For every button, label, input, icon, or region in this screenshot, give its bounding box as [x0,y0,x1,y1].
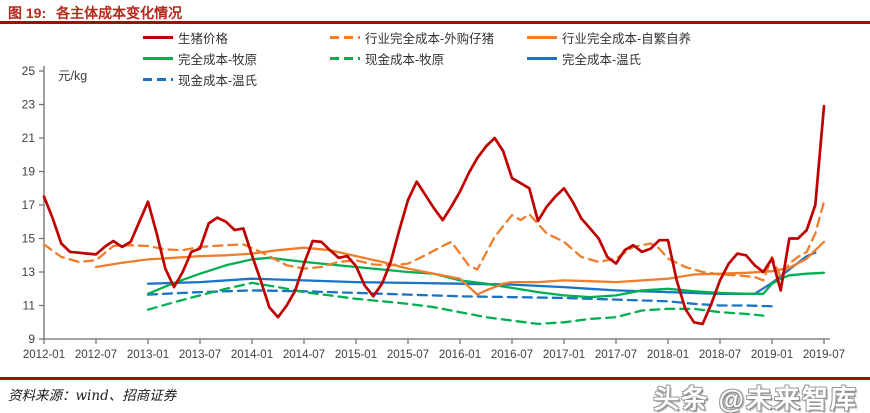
chart-legend: 生猪价格 行业完全成本-外购仔猪 行业完全成本-自繁自养完全成本-牧原 现金成本-牧原… [143,28,691,89]
y-tick-label: 17 [22,198,36,212]
y-tick-label: 25 [22,64,36,78]
x-tick-label: 2012-07 [75,349,117,361]
legend-item-industry-cost-purchased-piglets[interactable]: 行业完全成本-外购仔猪 [330,28,527,47]
y-tick-label: 21 [22,131,36,145]
watermark: 头条 @未来智库 [653,384,858,413]
legend-label: 现金成本-温氏 [178,74,258,88]
title-divider [0,21,870,24]
y-tick-label: 19 [22,165,36,179]
series-line-cash-cost-muyuan [146,281,765,326]
x-tick-label: 2019-07 [803,349,845,361]
legend-item-full-cost-muyuan[interactable]: 完全成本-牧原 [143,49,330,68]
legend-item-full-cost-wens[interactable]: 完全成本-温氏 [527,49,691,68]
x-tick-label: 2012-01 [23,349,65,361]
figure-label: 图 19: [8,5,47,21]
x-tick-label: 2018-07 [699,349,741,361]
y-tick-label: 15 [22,232,36,246]
legend-swatch-full-cost-wens-solid-line-icon [527,57,557,60]
y-tick-label: 13 [22,265,36,279]
x-tick-label: 2016-07 [491,349,533,361]
x-tick-label: 2015-07 [387,349,429,361]
legend-swatch-industry-cost-self-breeding-solid-line-icon [527,36,557,39]
x-tick-label: 2019-01 [751,349,793,361]
series-line-pig-price [42,104,826,326]
x-tick-label: 2013-01 [127,349,169,361]
x-tick-label: 2013-07 [179,349,221,361]
legend-swatch-cash-cost-muyuan-dashed-line-icon [330,57,360,60]
legend-swatch-industry-cost-purchased-piglets-dashed-line-icon [330,36,360,39]
series-line-full-cost-wens [146,251,817,295]
page-title: 各主体成本变化情况 [56,5,183,21]
legend-swatch-cash-cost-wens-dashed-line-icon [143,78,173,81]
series-line-industry-cost-purchased-piglets [42,200,826,282]
legend-label: 行业完全成本-外购仔猪 [365,32,495,46]
line-chart: 9 11 13 15 17 19 21 23 25 2012-01 2012-07 2013-01 20… [22,64,845,361]
chart-area: 9 11 13 15 17 19 21 23 25 2012-01 2012-07 2013-01 20… [0,60,870,380]
y-tick-label: 23 [22,98,36,112]
x-tick-label: 2015-01 [335,349,377,361]
legend-swatch-full-cost-muyuan-solid-line-icon [143,57,173,60]
y-axis-unit-label: 元/kg [58,69,87,83]
legend-swatch-pig-price-solid-line-icon [143,36,173,39]
x-tick-label: 2014-01 [231,349,273,361]
legend-label: 行业完全成本-自繁自养 [562,32,692,46]
legend-label: 完全成本-温氏 [562,53,642,67]
figure-title-row: 图 19: 各主体成本变化情况 [8,3,182,23]
series-line-full-cost-muyuan [146,256,826,299]
legend-item-pig-price[interactable]: 生猪价格 [143,28,330,47]
source-note: 资料来源：wind、招商证券 [8,388,177,404]
series-line-industry-cost-self-breeding [94,240,826,296]
legend-item-cash-cost-wens[interactable]: 现金成本-温氏 [143,70,330,89]
x-tick-label: 2017-01 [543,349,585,361]
legend-label: 完全成本-牧原 [178,53,258,67]
legend-item-industry-cost-self-breeding[interactable]: 行业完全成本-自繁自养 [527,28,691,47]
legend-label: 生猪价格 [178,32,229,46]
legend-item-cash-cost-muyuan[interactable]: 现金成本-牧原 [330,49,527,68]
y-tick-label: 9 [28,332,35,346]
x-tick-label: 2016-01 [439,349,481,361]
y-tick-label: 11 [23,299,36,313]
legend-label: 现金成本-牧原 [365,53,445,67]
footer-divider [0,377,870,380]
x-tick-label: 2014-07 [283,349,325,361]
x-tick-label: 2018-01 [647,349,689,361]
x-tick-label: 2017-07 [595,349,637,361]
